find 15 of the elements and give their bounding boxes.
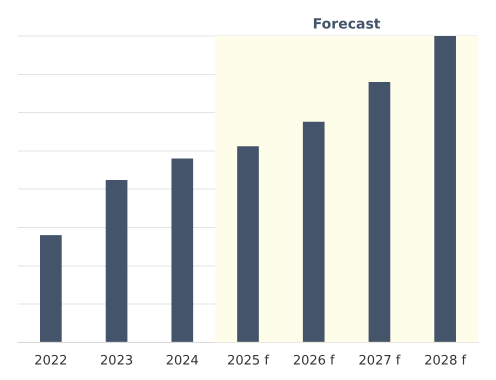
bar — [171, 158, 194, 342]
bar — [302, 122, 325, 342]
x-tick-label: 2023 — [100, 354, 134, 369]
bar — [106, 180, 128, 342]
x-tick-label: 2025 f — [227, 354, 270, 369]
bar — [434, 36, 456, 342]
band-label: Forecast — [312, 16, 381, 33]
x-tick-label: 2024 — [166, 354, 199, 369]
x-tick-label: 2022 — [34, 354, 68, 369]
bar — [368, 82, 390, 342]
bar — [40, 235, 62, 342]
bar — [237, 146, 259, 342]
x-tick-label: 2026 f — [292, 354, 336, 369]
x-tick-label: 2028 f — [424, 354, 466, 369]
x-tick-label: 2027 f — [358, 354, 401, 369]
